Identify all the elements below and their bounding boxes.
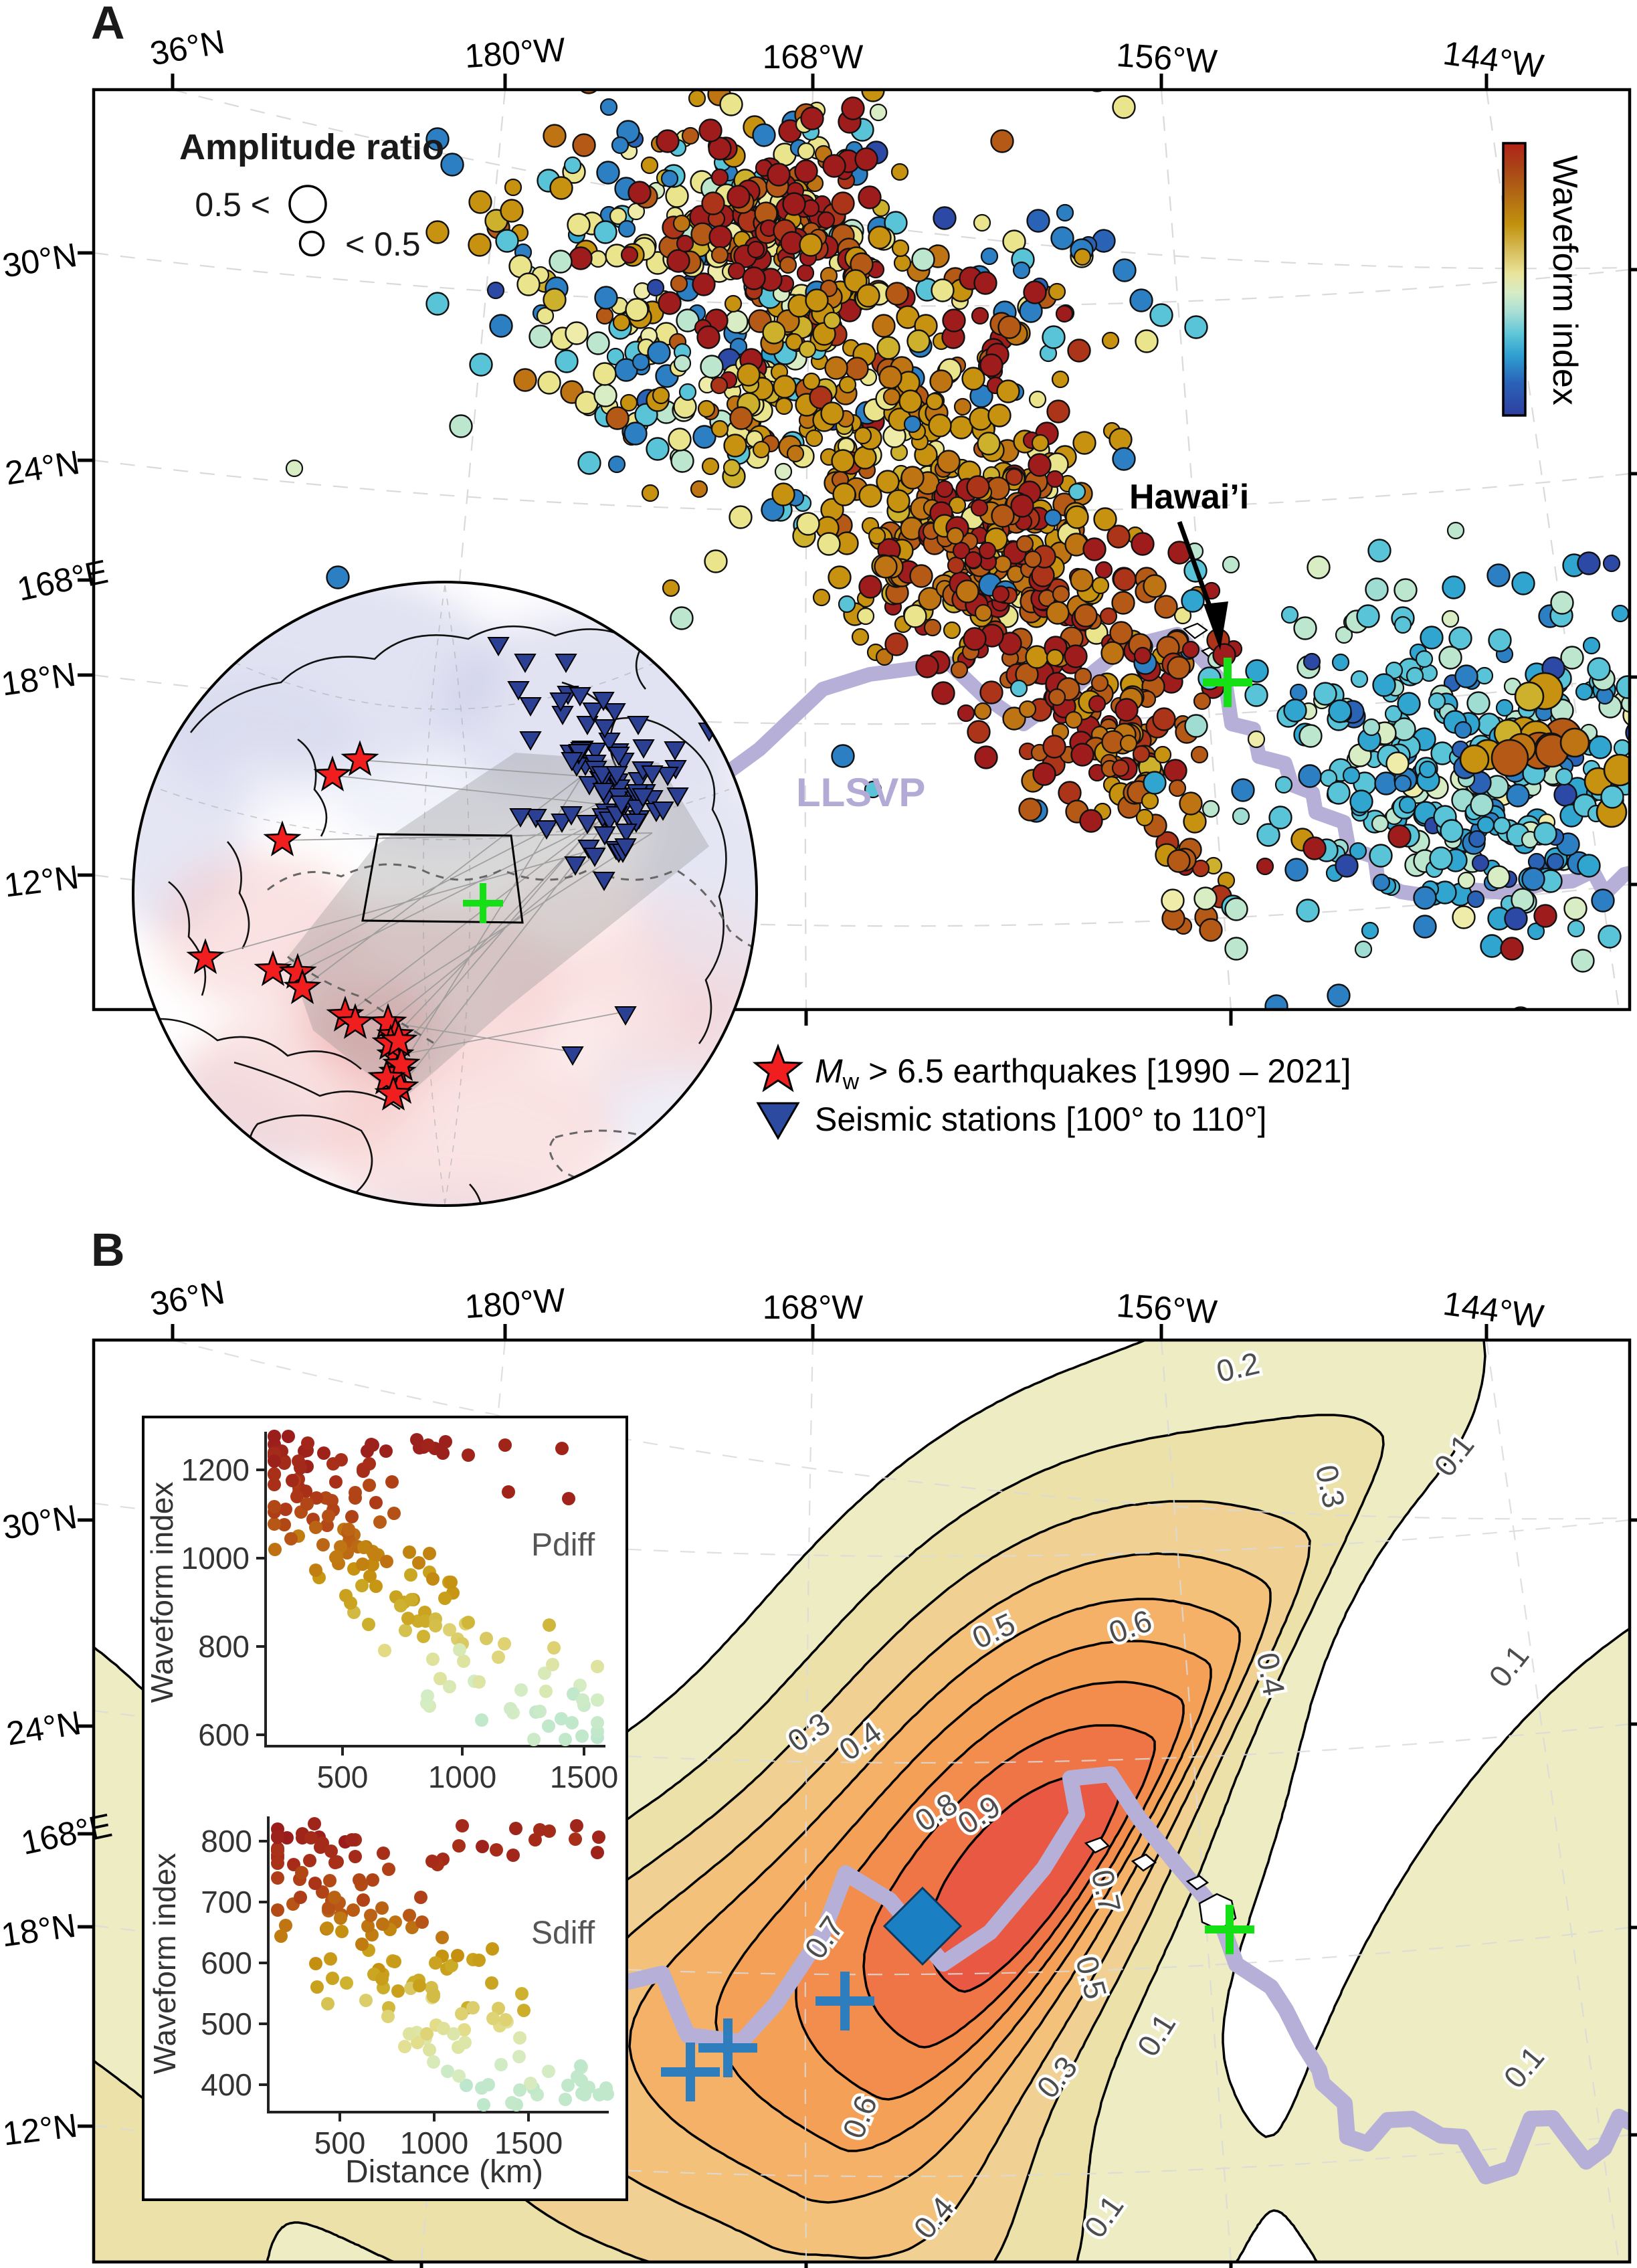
svg-text:18°N: 18°N bbox=[0, 1907, 78, 1954]
svg-text:Sdiff: Sdiff bbox=[531, 1915, 595, 1951]
svg-text:700: 700 bbox=[201, 1885, 252, 1919]
svg-text:0.4: 0.4 bbox=[1250, 1650, 1292, 1698]
svg-text:18°N: 18°N bbox=[0, 656, 78, 703]
svg-text:12°N: 12°N bbox=[2, 858, 81, 905]
svg-text:0.5 <: 0.5 < bbox=[195, 186, 270, 223]
svg-text:30°N: 30°N bbox=[0, 1498, 80, 1547]
svg-text:168°W: 168°W bbox=[763, 38, 864, 76]
svg-text:500: 500 bbox=[201, 2006, 252, 2041]
svg-text:0.1: 0.1 bbox=[1482, 1638, 1535, 1693]
svg-text:1200: 1200 bbox=[181, 1452, 250, 1487]
svg-text:180°W: 180°W bbox=[464, 31, 567, 75]
svg-text:24°N: 24°N bbox=[3, 444, 82, 492]
svg-text:B: B bbox=[91, 1224, 125, 1276]
svg-text:1000: 1000 bbox=[400, 2125, 468, 2160]
svg-text:Seismic stations [100° to 110°: Seismic stations [100° to 110°] bbox=[815, 1101, 1267, 1138]
svg-text:Pdiff: Pdiff bbox=[531, 1527, 595, 1563]
svg-text:500: 500 bbox=[317, 1760, 369, 1794]
svg-text:A: A bbox=[91, 0, 125, 49]
svg-text:180°W: 180°W bbox=[464, 1281, 567, 1325]
svg-text:0.2: 0.2 bbox=[1213, 1345, 1262, 1389]
svg-text:12°N: 12°N bbox=[1, 2107, 80, 2153]
svg-text:1000: 1000 bbox=[428, 1760, 496, 1794]
svg-text:156°W: 156°W bbox=[1115, 1287, 1219, 1331]
svg-text:500: 500 bbox=[314, 2125, 366, 2160]
svg-text:Amplitude ratio: Amplitude ratio bbox=[179, 127, 444, 167]
svg-text:Waveform index: Waveform index bbox=[147, 1853, 182, 2075]
svg-text:30°N: 30°N bbox=[0, 236, 80, 285]
svg-text:144°W: 144°W bbox=[1441, 1285, 1547, 1336]
svg-text:800: 800 bbox=[201, 1824, 252, 1859]
svg-text:400: 400 bbox=[201, 2067, 252, 2102]
svg-text:800: 800 bbox=[198, 1629, 250, 1664]
svg-text:< 0.5: < 0.5 bbox=[345, 225, 421, 263]
svg-text:LLSVP: LLSVP bbox=[796, 770, 925, 815]
svg-text:1500: 1500 bbox=[550, 1760, 618, 1794]
svg-text:1500: 1500 bbox=[494, 2125, 563, 2160]
svg-text:600: 600 bbox=[201, 1946, 252, 1980]
svg-text:144°W: 144°W bbox=[1441, 34, 1547, 86]
svg-text:156°W: 156°W bbox=[1115, 36, 1219, 80]
svg-text:24°N: 24°N bbox=[4, 1704, 84, 1753]
svg-text:Mw > 6.5 earthquakes [1990 – 2: Mw > 6.5 earthquakes [1990 – 2021] bbox=[815, 1052, 1351, 1095]
svg-text:Distance (km): Distance (km) bbox=[345, 2154, 543, 2190]
svg-text:1000: 1000 bbox=[181, 1541, 250, 1576]
svg-text:Waveform index: Waveform index bbox=[145, 1482, 179, 1703]
svg-text:168°W: 168°W bbox=[763, 1289, 864, 1326]
svg-text:36°N: 36°N bbox=[147, 23, 227, 73]
svg-text:Waveform index: Waveform index bbox=[1545, 155, 1584, 405]
svg-text:168°E: 168°E bbox=[14, 553, 111, 608]
svg-text:600: 600 bbox=[198, 1717, 250, 1752]
svg-text:36°N: 36°N bbox=[147, 1273, 227, 1323]
svg-text:Hawai’i: Hawai’i bbox=[1129, 478, 1249, 516]
